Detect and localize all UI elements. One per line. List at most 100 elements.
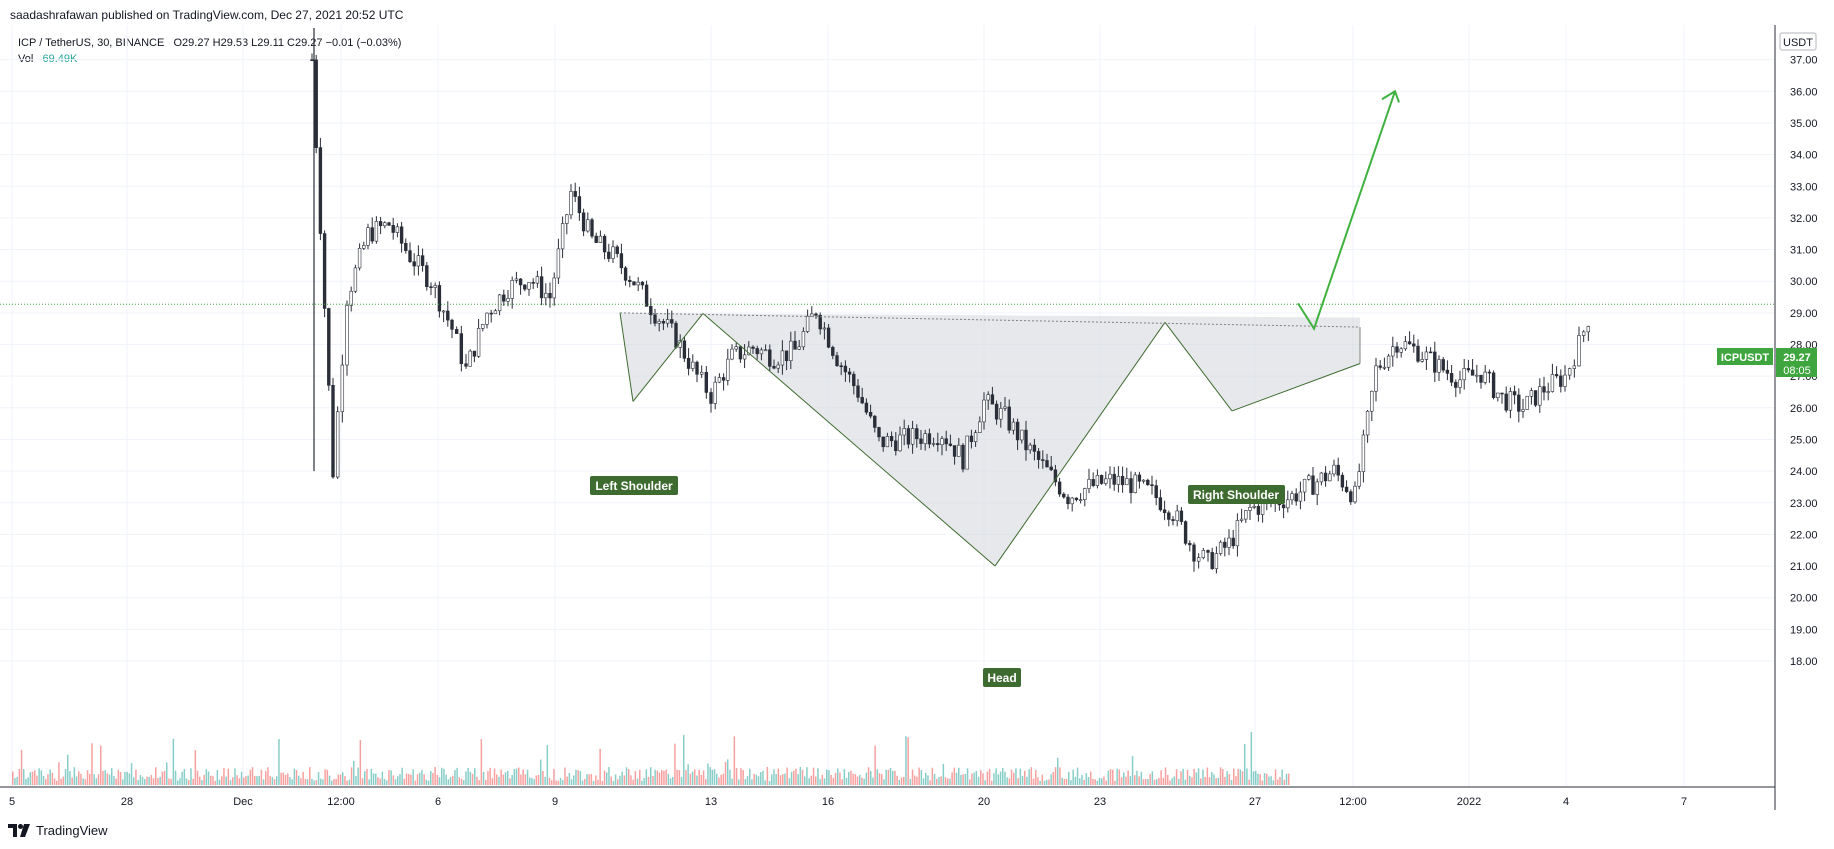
volume-bar: [573, 775, 575, 785]
volume-bar: [150, 774, 153, 785]
candle-body: [1011, 421, 1016, 431]
volume-bar: [1149, 773, 1151, 785]
volume-bar: [487, 771, 489, 785]
volume-bar: [443, 768, 445, 785]
volume-bar: [834, 772, 837, 785]
candle-body: [717, 377, 722, 383]
volume-bar: [493, 768, 496, 785]
footer-brand[interactable]: TradingView: [36, 823, 108, 838]
volume-bar: [1197, 768, 1200, 785]
candle-body: [581, 212, 586, 232]
volume-bar: [410, 774, 412, 785]
volume-bar: [390, 770, 392, 785]
price-tick-label: 18.00: [1790, 656, 1818, 668]
price-axis[interactable]: 37.00 36.00 35.00 34.00 33.00 32.00 31.00 30.00…: [1717, 25, 1818, 810]
volume-bar: [870, 770, 872, 785]
volume-bar: [298, 775, 300, 785]
volume-bar: [1285, 773, 1288, 785]
volume-bar: [113, 776, 115, 785]
volume-bar: [106, 773, 109, 785]
volume-bar: [1116, 768, 1118, 785]
candle-body: [1340, 474, 1345, 488]
volume-bar: [183, 769, 186, 785]
candle-body: [1403, 341, 1408, 350]
currency-button[interactable]: USDT: [1779, 32, 1817, 51]
volume-bar: [837, 768, 839, 785]
candle-body: [1150, 484, 1154, 487]
candle-body: [1525, 395, 1529, 410]
volume-bar: [221, 776, 223, 785]
volume-bar: [372, 773, 375, 785]
volume-bar: [1263, 772, 1266, 785]
volume-bar: [1059, 767, 1061, 785]
head-label[interactable]: Head: [983, 668, 1021, 687]
volume-bar: [823, 778, 826, 785]
candle-body: [1533, 390, 1538, 406]
right-shoulder-label[interactable]: Right Shoulder: [1188, 485, 1285, 504]
candle-body: [1078, 499, 1083, 502]
candle-body: [835, 355, 839, 367]
volume-bar: [1046, 779, 1048, 785]
candle-body: [999, 408, 1003, 420]
volume-bar: [383, 778, 386, 785]
target-arrow[interactable]: [1297, 89, 1400, 331]
volume-bar: [1202, 769, 1204, 785]
volume-bar: [1048, 779, 1050, 785]
candle-body: [755, 348, 759, 355]
volume-bar: [729, 769, 731, 785]
volume-bar: [474, 768, 476, 785]
volume-bar: [36, 775, 38, 785]
candle-body: [1003, 406, 1007, 409]
volume-bar: [1266, 773, 1268, 785]
volume-bar: [16, 777, 18, 785]
volume-bar: [1090, 771, 1092, 785]
candle-body: [1546, 391, 1550, 393]
volume-bar: [744, 779, 747, 785]
candle-body: [1370, 390, 1374, 412]
volume-bar: [647, 776, 650, 785]
candle-body: [661, 321, 666, 324]
volume-bar: [843, 769, 846, 785]
time-tick-label: 4: [1563, 796, 1569, 808]
volume-bar: [630, 775, 632, 785]
candle-body: [539, 276, 544, 299]
volume-bar: [203, 774, 205, 785]
volume-bar: [375, 773, 377, 785]
volume-bar: [808, 778, 810, 785]
volume-bar: [1224, 776, 1226, 785]
volume-bar: [625, 767, 628, 785]
candle-body: [1099, 475, 1104, 484]
volume-bar: [280, 772, 282, 785]
volume-bar: [379, 778, 381, 785]
time-axis[interactable]: 5 28 Dec 12:00 6 9 13 16 20 23 27 12:00 2022 4 7: [0, 786, 1775, 808]
candle-body: [1550, 374, 1555, 392]
candle-body: [1129, 478, 1133, 494]
volume-bar: [326, 769, 329, 785]
candle-body: [894, 440, 898, 452]
target-arrow-line: [1297, 90, 1396, 331]
candle-body: [1206, 550, 1210, 553]
volume-bar: [1281, 769, 1283, 785]
volume-bar: [718, 777, 720, 785]
candle-body: [978, 421, 982, 433]
candle-body: [915, 428, 919, 440]
volume-bar: [621, 771, 623, 785]
volume-bar: [1107, 770, 1110, 785]
candle-body: [665, 319, 670, 324]
volume-bar: [980, 770, 982, 785]
candle-body: [322, 233, 327, 309]
candle-body: [331, 385, 335, 478]
volume-bar: [216, 769, 219, 785]
candle-body: [931, 443, 936, 445]
candle-body: [510, 280, 514, 299]
volume-bar: [265, 771, 267, 785]
symbol-title[interactable]: ICP / TetherUS, 30, BINANCE: [18, 37, 165, 49]
candle-body: [1542, 386, 1546, 393]
left-shoulder-label[interactable]: Left Shoulder: [590, 476, 678, 495]
candle-body: [1116, 475, 1121, 485]
volume-bar: [724, 761, 727, 785]
volume-bar: [1072, 769, 1074, 785]
candle-body: [1036, 451, 1041, 460]
volume-bar: [1215, 778, 1217, 785]
